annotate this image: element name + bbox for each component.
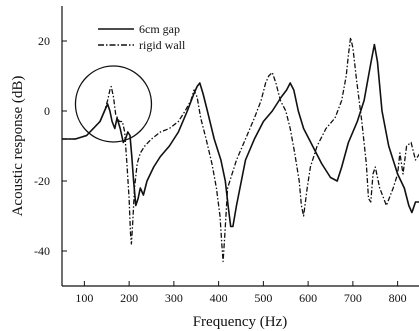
y-tick-label: 0 [44,104,50,118]
x-tick-label: 500 [254,291,272,305]
annotation-layer [74,65,153,143]
x-tick-label: 700 [344,291,362,305]
x-axis-title: Frequency (Hz) [193,314,288,330]
x-tick-label: 100 [75,291,93,305]
y-axis-title: Acoustic response (dB) [10,76,26,217]
y-tick-label: 20 [38,34,50,48]
legend-label-rigid-wall: rigid wall [139,38,186,52]
x-tick-label: 300 [165,291,183,305]
series-layer [62,36,419,263]
highlight-circle [74,65,153,143]
x-tick-label: 200 [120,291,138,305]
legend-label-6cm-gap: 6cm gap [139,22,180,36]
tick-layer: 100 200 300 400 500 600 700 800 -40 -20 0 20 [34,34,407,305]
legend: 6cm gap rigid wall [98,22,186,52]
y-tick-label: -20 [34,174,50,188]
series-line-6cm-gap [62,43,419,228]
x-tick-label: 400 [210,291,228,305]
series-line-rigid-wall [62,36,419,263]
x-tick-label: 800 [389,291,407,305]
x-tick-label: 600 [299,291,317,305]
y-tick-label: -40 [34,244,50,258]
